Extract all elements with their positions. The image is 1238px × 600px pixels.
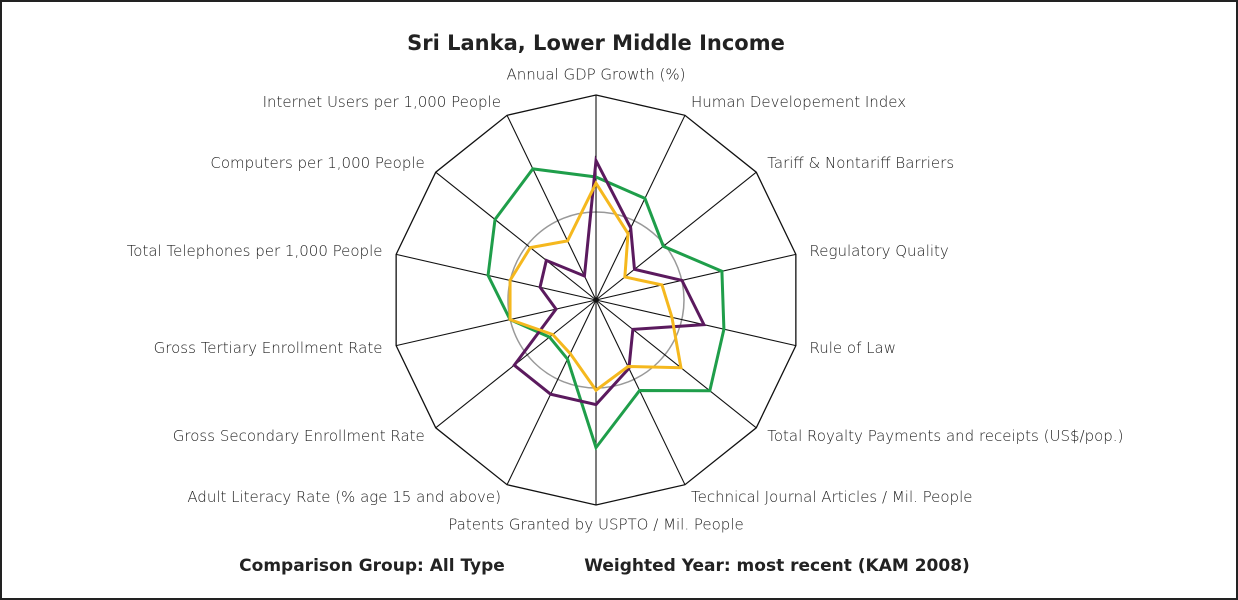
spoke (595, 299, 757, 429)
spoke (506, 115, 597, 301)
chart-title: Sri Lanka, Lower Middle Income (407, 31, 785, 55)
axis-label: Internet Users per 1,000 People (263, 93, 501, 111)
axis-label: Computers per 1,000 People (210, 154, 424, 172)
axis-label: Total Royalty Payments and receipts (US$… (767, 427, 1123, 445)
spoke (595, 299, 796, 347)
spoke (595, 115, 686, 301)
axis-label: Adult Literacy Rate (% age 15 and above) (187, 488, 501, 506)
axis-label: Annual GDP Growth (%) (507, 66, 686, 84)
axis-label: Gross Tertiary Enrollment Rate (154, 339, 383, 357)
series-line (508, 180, 683, 393)
spoke (595, 253, 796, 301)
spoke (506, 299, 597, 485)
spoke (595, 299, 686, 485)
axis-label: Tariff & Nontariff Barriers (767, 154, 954, 172)
axis-label: Human Developement Index (691, 93, 906, 111)
footer: Weighted Year: most recent (KAM 2008) (584, 556, 970, 576)
series-line (486, 167, 726, 451)
series-line (512, 155, 707, 407)
footer: Comparison Group: All Type (239, 556, 505, 576)
spoke (396, 299, 597, 347)
axis-label: Gross Secondary Enrollment Rate (173, 427, 425, 445)
spoke (435, 171, 597, 301)
spoke (396, 253, 597, 301)
axis-label: Patents Granted by USPTO / Mil. People (448, 516, 743, 534)
axis-label: Technical Journal Articles / Mil. People (691, 488, 972, 506)
axis-label: Regulatory Quality (810, 242, 949, 260)
spoke (595, 171, 757, 301)
axis-label: Rule of Law (810, 339, 896, 357)
axis-label: Total Telephones per 1,000 People (127, 242, 383, 260)
